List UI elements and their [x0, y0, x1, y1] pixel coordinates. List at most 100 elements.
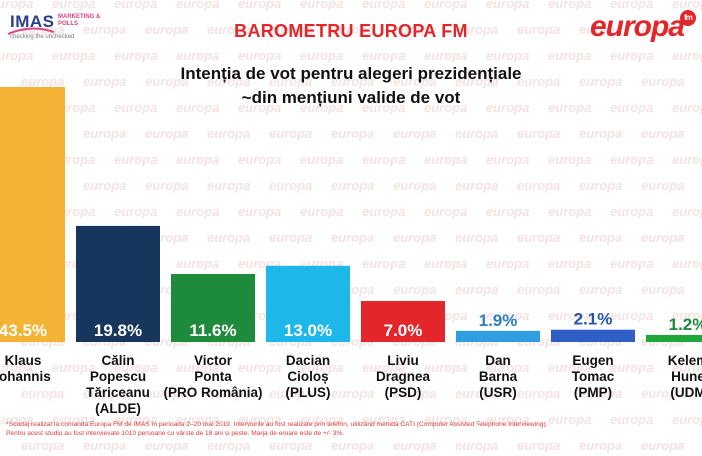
category-label: Ponta	[194, 369, 232, 384]
category-label: Popescu	[90, 369, 146, 384]
watermark-text: europa	[455, 22, 499, 37]
watermark-text: europa	[176, 360, 220, 375]
watermark-text: europa	[176, 48, 220, 63]
watermark-text: europa	[517, 386, 561, 401]
watermark-text: europa	[83, 74, 127, 89]
watermark-text: europa	[486, 412, 530, 427]
imas-logo: IMAS MARKETING & POLLS checking the unch…	[6, 10, 116, 48]
watermark-text: europa	[610, 0, 654, 11]
watermark-text: europa	[610, 204, 654, 219]
watermark-text: europa	[424, 204, 468, 219]
watermark-text: europa	[238, 100, 282, 115]
bar	[646, 334, 702, 342]
watermark-text: europa	[114, 152, 158, 167]
footnote-line-2: Pentru acest studiu au fost intervievate…	[6, 430, 345, 438]
watermark-text: europa	[610, 256, 654, 271]
data-label: 11.6%	[189, 321, 236, 340]
watermark-text: europa	[455, 126, 499, 141]
bar	[361, 300, 445, 342]
watermark-text: europa	[486, 308, 530, 323]
bar	[551, 329, 635, 342]
category-label: Hune	[671, 369, 702, 384]
watermark-text: europa	[672, 308, 702, 323]
watermark-text: europa	[579, 230, 623, 245]
watermark-text: europa	[207, 178, 251, 193]
watermark-text: europa	[610, 360, 654, 375]
watermark-text: europa	[269, 22, 313, 37]
data-label: 2.1%	[574, 310, 613, 329]
watermark-text: europa	[424, 48, 468, 63]
watermark-text: europa	[21, 74, 65, 89]
watermark-text: europa	[579, 438, 623, 453]
category-label: Cioloș	[287, 369, 328, 384]
watermark-text: europa	[610, 100, 654, 115]
bar	[456, 330, 540, 342]
watermark-text: europa	[362, 256, 406, 271]
watermark-text: europa	[362, 0, 406, 11]
watermark-text: europa	[393, 22, 437, 37]
watermark-text: europa	[517, 126, 561, 141]
watermark-text: europa	[300, 0, 344, 11]
category-label: Dragnea	[376, 369, 431, 384]
page-title: BAROMETRU EUROPA FM	[234, 21, 468, 41]
watermark-text: europa	[176, 100, 220, 115]
watermark-text: europa	[207, 386, 251, 401]
watermark-text: europa	[672, 360, 702, 375]
watermark-text: europa	[455, 178, 499, 193]
watermark-text: europa	[145, 386, 189, 401]
category-label: Eugen	[572, 353, 613, 368]
watermark-text: europa	[393, 230, 437, 245]
watermark-text: europa	[269, 126, 313, 141]
watermark-text: europa	[641, 22, 685, 37]
watermark-text: europa	[207, 438, 251, 453]
watermark-text: europa	[424, 152, 468, 167]
watermark-text: europa	[455, 230, 499, 245]
watermark-text: europa	[300, 360, 344, 375]
watermark-text: europa	[641, 230, 685, 245]
category-label: (UDM	[670, 385, 702, 400]
watermark-text: europa	[424, 412, 468, 427]
watermark-text: europa	[517, 178, 561, 193]
category-label: Klaus	[5, 353, 42, 368]
category-label: (ALDE)	[95, 401, 141, 416]
watermark-text: europa	[269, 386, 313, 401]
watermark-text: europa	[672, 0, 702, 11]
watermark-text: europa	[641, 386, 685, 401]
watermark-text: europa	[393, 178, 437, 193]
watermark-text: europa	[331, 438, 375, 453]
watermark-text: europa	[176, 412, 220, 427]
watermark-text: europa	[21, 386, 65, 401]
data-label: 7.0%	[384, 321, 423, 340]
watermark-text: europa	[393, 74, 437, 89]
watermark-text: europa	[238, 152, 282, 167]
watermark-text: europa	[455, 386, 499, 401]
watermark-text: europa	[424, 100, 468, 115]
category-label: (PRO România)	[163, 385, 262, 400]
watermark-text: europa	[52, 0, 96, 11]
watermark-text: europa	[579, 22, 623, 37]
watermark-text: europa	[52, 412, 96, 427]
data-label: 19.8%	[94, 321, 142, 340]
watermark-text: europa	[579, 178, 623, 193]
watermark-text: europa	[207, 126, 251, 141]
watermark-text: europa	[610, 152, 654, 167]
watermark-text: europa	[393, 282, 437, 297]
watermark-text: europa	[517, 74, 561, 89]
imas-logo-tagline: checking the unchecked	[10, 34, 75, 40]
watermark-text: europa	[517, 230, 561, 245]
watermark-text: europa	[0, 48, 34, 63]
europa-logo-text: europa	[589, 10, 685, 43]
watermark-text: europa	[52, 360, 96, 375]
watermark-text: europa	[238, 48, 282, 63]
watermark-text: europa	[331, 230, 375, 245]
watermark-text: europa	[176, 152, 220, 167]
watermark-text: europa	[672, 256, 702, 271]
watermark-text: europa	[331, 386, 375, 401]
watermark-text: europa	[486, 0, 530, 11]
watermark-text: europa	[331, 74, 375, 89]
category-label: (PMP)	[574, 385, 612, 400]
category-label: Tăriceanu	[86, 385, 150, 400]
watermark-text: europa	[393, 126, 437, 141]
watermark-text: europa	[145, 22, 189, 37]
